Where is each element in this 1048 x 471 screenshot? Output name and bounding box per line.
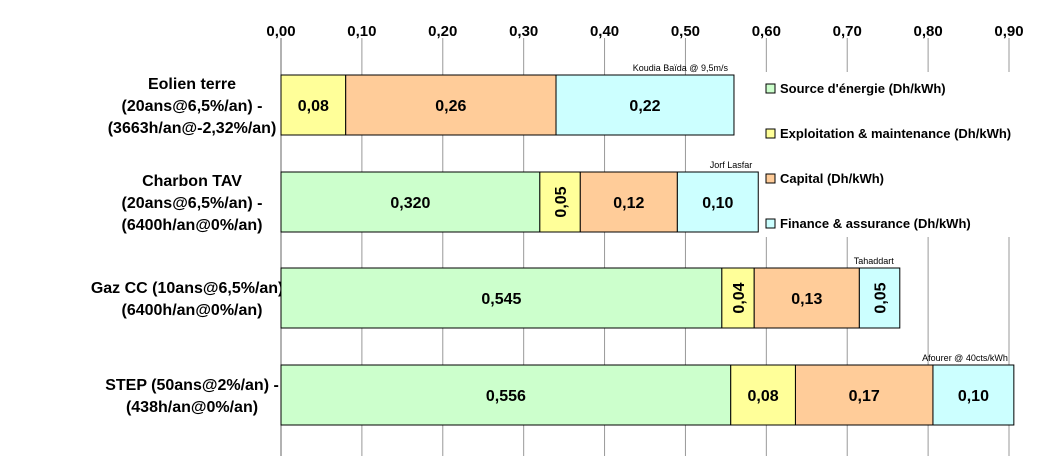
bar-annotation: Tahaddart xyxy=(854,256,895,266)
bar-segment xyxy=(676,171,759,233)
data-label: 0,05 xyxy=(553,186,570,217)
bar-segment xyxy=(579,171,678,233)
data-label: 0,10 xyxy=(702,195,733,212)
category-label: Eolien terre xyxy=(148,76,236,93)
bar-annotation: Koudia Baïda @ 9,5m/s xyxy=(633,63,729,73)
bar-segment xyxy=(280,171,541,233)
data-label: 0,12 xyxy=(613,195,644,212)
data-label: 0,26 xyxy=(435,98,466,115)
category-label: (20ans@6,5%/an) - xyxy=(122,98,263,115)
legend-swatch xyxy=(765,218,776,229)
bar-segment xyxy=(280,364,732,426)
legend-label: Capital (Dh/kWh) xyxy=(780,171,884,186)
x-axis-ticks: 0,00 0,10 0,20 0,30 0,40 0,50 0,60 0,70 0,80 0,90 xyxy=(266,23,1023,40)
legend-swatch xyxy=(765,173,776,184)
x-tick-label: 0,70 xyxy=(833,23,862,40)
data-label: 0,05 xyxy=(873,282,890,313)
annotations: Koudia Baïda @ 9,5m/s Jorf Lasfar Tahaddar… xyxy=(633,63,1008,363)
data-label: 0,545 xyxy=(481,291,521,308)
data-label: 0,04 xyxy=(731,282,748,313)
data-label: 0,17 xyxy=(849,388,880,405)
data-label: 0,13 xyxy=(791,291,822,308)
x-tick-label: 0,10 xyxy=(347,23,376,40)
bar-annotation: Afourer @ 40cts/kWh xyxy=(922,353,1008,363)
bar-segment xyxy=(721,267,755,329)
bar-segment xyxy=(858,267,901,329)
x-tick-label: 0,90 xyxy=(994,23,1023,40)
category-labels: Eolien terre (20ans@6,5%/an) - (3663h/an@-… xyxy=(91,76,293,416)
bar-segment xyxy=(794,364,934,426)
legend-background xyxy=(762,72,1044,237)
bars: 0,08 0,26 0,22 0,320 0,05 0,12 0,10 0,545 0,04 0,… xyxy=(280,74,1015,426)
category-label: (3663h/an@-2,32%/an) xyxy=(108,120,277,137)
bar-segment xyxy=(280,267,723,329)
x-tick-label: 0,80 xyxy=(914,23,943,40)
legend-swatch xyxy=(765,128,776,139)
category-label: Charbon TAV xyxy=(142,173,242,190)
category-label: (6400h/an@0%/an) xyxy=(122,217,263,234)
bar-segment xyxy=(280,74,347,136)
bar-segment xyxy=(932,364,1015,426)
x-tick-label: 0,40 xyxy=(590,23,619,40)
category-label: STEP (50ans@2%/an) - xyxy=(105,377,279,394)
data-label: 0,22 xyxy=(629,98,660,115)
legend-label: Finance & assurance (Dh/kWh) xyxy=(780,216,971,231)
bar-segment xyxy=(555,74,735,136)
legend-label: Source d'énergie (Dh/kWh) xyxy=(780,81,946,96)
bar-annotation: Jorf Lasfar xyxy=(710,160,753,170)
data-label: 0,10 xyxy=(958,388,989,405)
data-label: 0,08 xyxy=(298,98,329,115)
bar-segment xyxy=(730,364,796,426)
legend-label: Exploitation & maintenance (Dh/kWh) xyxy=(780,126,1011,141)
bar-segment xyxy=(539,171,581,233)
x-tick-label: 0,20 xyxy=(428,23,457,40)
category-label: (6400h/an@0%/an) xyxy=(122,302,263,319)
x-tick-label: 0,30 xyxy=(509,23,538,40)
bar-segment xyxy=(753,267,860,329)
data-label: 0,320 xyxy=(390,195,430,212)
x-tick-label: 0,50 xyxy=(671,23,700,40)
legend: Source d'énergie (Dh/kWh) Exploitation & … xyxy=(762,72,1044,237)
bar-segment xyxy=(345,74,557,136)
category-label: Gaz CC (10ans@6,5%/an) - xyxy=(91,280,293,297)
category-label: (20ans@6,5%/an) - xyxy=(122,195,263,212)
data-label: 0,08 xyxy=(748,388,779,405)
data-label: 0,556 xyxy=(486,388,526,405)
x-tick-label: 0,00 xyxy=(266,23,295,40)
x-tick-label: 0,60 xyxy=(752,23,781,40)
category-label: (438h/an@0%/an) xyxy=(126,399,258,416)
legend-swatch xyxy=(765,83,776,94)
